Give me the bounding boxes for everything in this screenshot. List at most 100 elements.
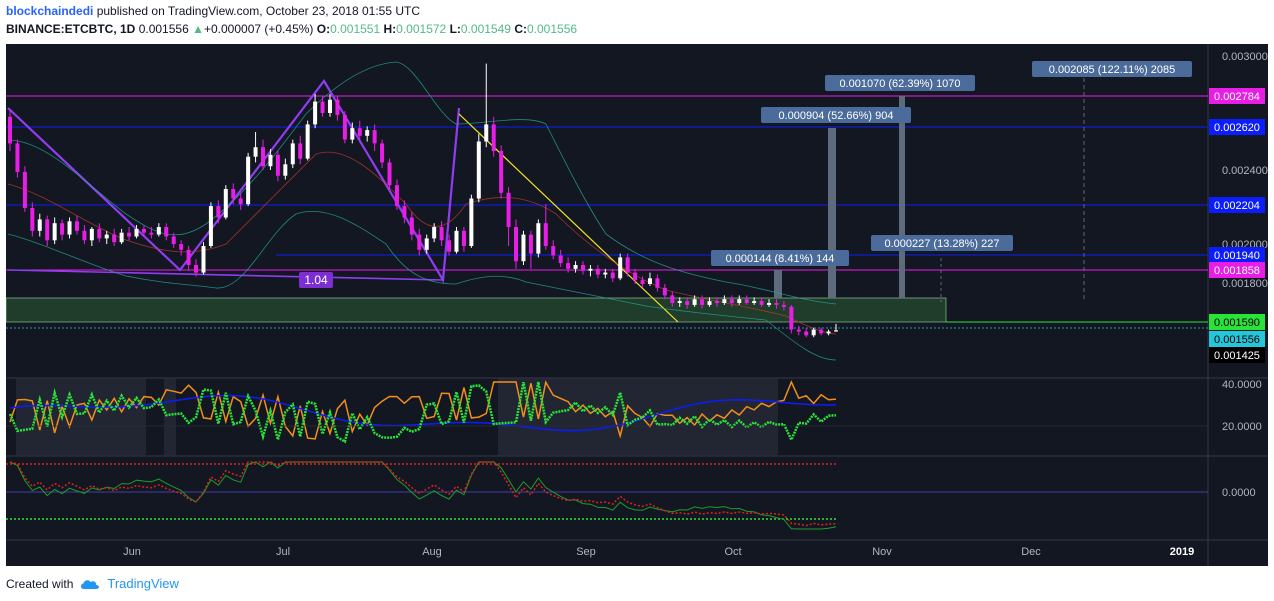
measure-bar-144[interactable]: [774, 270, 782, 298]
candle[interactable]: [469, 198, 474, 247]
candle[interactable]: [82, 230, 87, 241]
candle[interactable]: [283, 164, 288, 176]
candle[interactable]: [305, 124, 310, 159]
candle[interactable]: [134, 228, 139, 237]
candle[interactable]: [15, 143, 20, 172]
candle[interactable]: [127, 232, 132, 237]
measure-bar-904[interactable]: [828, 128, 836, 298]
candle[interactable]: [372, 130, 377, 144]
candle[interactable]: [156, 227, 161, 235]
candle[interactable]: [759, 301, 764, 305]
candle[interactable]: [335, 99, 340, 115]
candle[interactable]: [74, 221, 79, 231]
candle[interactable]: [327, 99, 332, 113]
candle[interactable]: [275, 154, 280, 176]
chart-canvas[interactable]: 1.04 0.002085 (122.11%) 2085 0.001070 (6…: [5, 44, 1268, 566]
candle[interactable]: [781, 304, 786, 307]
candle[interactable]: [454, 230, 459, 252]
candle[interactable]: [714, 301, 719, 303]
candle[interactable]: [543, 223, 548, 246]
candle[interactable]: [618, 257, 623, 279]
candle[interactable]: [149, 232, 154, 235]
candle[interactable]: [625, 257, 630, 273]
candle[interactable]: [514, 227, 519, 262]
candle[interactable]: [655, 278, 660, 288]
candle[interactable]: [447, 240, 452, 252]
candle[interactable]: [722, 299, 727, 303]
candle[interactable]: [603, 272, 608, 275]
candle[interactable]: [640, 280, 645, 284]
candle[interactable]: [789, 306, 794, 330]
candle[interactable]: [647, 278, 652, 284]
tradingview-brand[interactable]: TradingView: [107, 576, 179, 591]
candle[interactable]: [365, 130, 370, 136]
candle[interactable]: [141, 228, 146, 233]
candle[interactable]: [633, 272, 638, 281]
candle[interactable]: [700, 299, 705, 305]
candle[interactable]: [208, 206, 213, 246]
candle[interactable]: [685, 301, 690, 305]
candle[interactable]: [595, 268, 600, 275]
candle[interactable]: [804, 331, 809, 336]
candle[interactable]: [811, 329, 816, 336]
candle[interactable]: [171, 236, 176, 245]
candle[interactable]: [506, 192, 511, 227]
candle[interactable]: [558, 255, 563, 264]
candle[interactable]: [261, 147, 266, 167]
candle[interactable]: [67, 221, 72, 235]
candle[interactable]: [238, 198, 243, 205]
candle[interactable]: [707, 301, 712, 305]
candle[interactable]: [796, 329, 801, 332]
candle[interactable]: [551, 246, 556, 256]
candle[interactable]: [179, 244, 184, 250]
candle[interactable]: [30, 208, 35, 231]
candle[interactable]: [320, 101, 325, 113]
candle[interactable]: [37, 219, 42, 231]
candle[interactable]: [231, 189, 236, 199]
candle[interactable]: [662, 287, 667, 296]
candle[interactable]: [424, 238, 429, 250]
candle[interactable]: [216, 206, 221, 218]
candle[interactable]: [476, 141, 481, 199]
candle[interactable]: [52, 223, 57, 241]
candle[interactable]: [692, 299, 697, 305]
candle[interactable]: [104, 234, 109, 239]
candle[interactable]: [409, 217, 414, 235]
candle[interactable]: [394, 185, 399, 207]
candle[interactable]: [484, 124, 489, 142]
candle[interactable]: [290, 143, 295, 165]
candle[interactable]: [521, 234, 526, 262]
pattern-base-line[interactable]: [7, 269, 444, 281]
candle[interactable]: [826, 331, 831, 334]
candle[interactable]: [298, 143, 303, 159]
candle[interactable]: [729, 299, 734, 303]
support-zone[interactable]: [5, 297, 947, 323]
candle[interactable]: [45, 219, 50, 241]
candle[interactable]: [670, 295, 675, 303]
candle[interactable]: [744, 299, 749, 303]
candle[interactable]: [573, 265, 578, 269]
candle[interactable]: [97, 228, 102, 239]
candle[interactable]: [186, 249, 191, 265]
candle[interactable]: [164, 227, 169, 237]
candle[interactable]: [201, 246, 206, 273]
candle[interactable]: [417, 234, 422, 250]
candle[interactable]: [194, 265, 199, 273]
candle[interactable]: [119, 232, 124, 243]
candle[interactable]: [491, 124, 496, 151]
candle[interactable]: [588, 268, 593, 271]
candle[interactable]: [60, 223, 65, 235]
candle[interactable]: [752, 301, 757, 303]
candle[interactable]: [819, 329, 824, 334]
candle[interactable]: [566, 263, 571, 269]
chart-area[interactable]: 1.04 0.002085 (122.11%) 2085 0.001070 (6…: [5, 44, 1268, 566]
candle[interactable]: [89, 228, 94, 241]
candle[interactable]: [253, 147, 258, 157]
candle[interactable]: [610, 272, 615, 279]
candle[interactable]: [387, 162, 392, 186]
candle[interactable]: [677, 301, 682, 303]
candle[interactable]: [528, 234, 533, 254]
candle[interactable]: [268, 154, 273, 167]
candle[interactable]: [350, 128, 355, 140]
candle[interactable]: [357, 128, 362, 136]
